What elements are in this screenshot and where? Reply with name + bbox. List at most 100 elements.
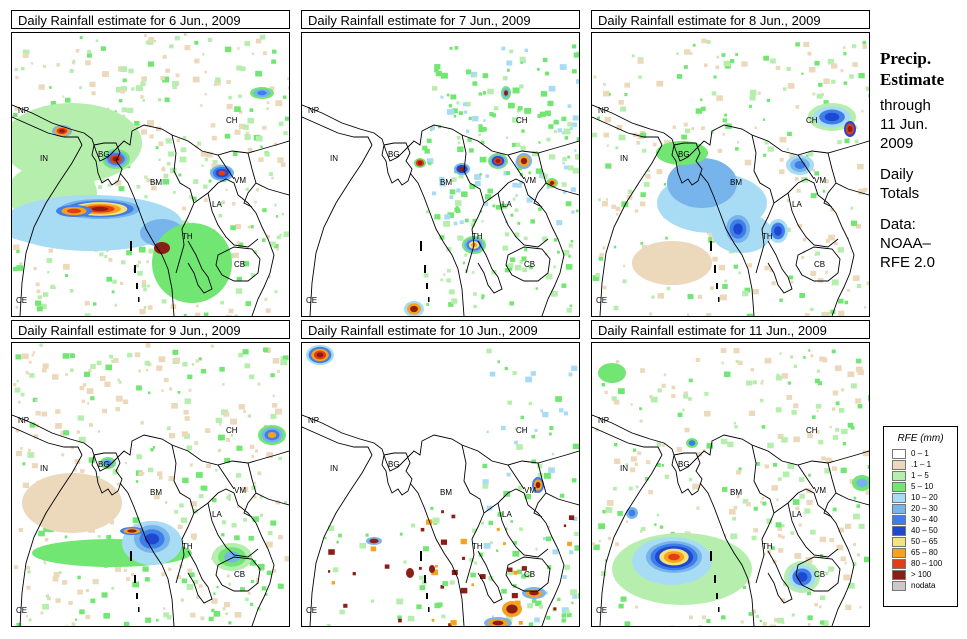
rain-pixel (114, 110, 117, 113)
rain-pixel (496, 549, 499, 552)
rain-pixel (197, 314, 200, 316)
rain-pixel (801, 255, 805, 259)
rain-pixel (701, 615, 707, 620)
rain-pixel (453, 221, 458, 226)
rain-pixel (410, 523, 416, 528)
rain-pixel (676, 447, 683, 452)
rain-pixel (804, 508, 811, 514)
rain-pixel (423, 546, 429, 552)
rain-pixel (282, 95, 287, 99)
rain-pixel (471, 583, 475, 587)
border-line (533, 492, 547, 518)
rain-pixel (22, 462, 26, 466)
rain-pixel (815, 251, 820, 256)
rain-pixel (186, 445, 193, 451)
rain-pixel (145, 343, 151, 348)
rain-pixel (744, 159, 752, 166)
rain-pixel (735, 359, 739, 363)
rain-pixel (448, 623, 452, 626)
rain-pixel (234, 129, 241, 135)
rain-pixel (456, 135, 461, 140)
rain-pixel (779, 158, 784, 162)
rain-pixel (525, 376, 533, 383)
rain-pixel (176, 138, 181, 143)
side-caption: Precip. Estimate through 11 Jun. 2009 Da… (880, 48, 965, 272)
rain-pixel (749, 89, 757, 96)
rain-pixel (198, 357, 202, 361)
rain-pixel (243, 517, 248, 522)
panel-title: Daily Rainfall estimate for 9 Jun., 2009 (11, 320, 290, 339)
rain-pixel (766, 518, 773, 524)
rain-pixel (793, 436, 800, 443)
rain-pixel (778, 548, 784, 553)
rain-pixel (601, 201, 608, 207)
rain-pixel (824, 179, 829, 184)
rain-pixel (90, 364, 96, 369)
rain-pixel (572, 594, 578, 599)
rain-pixel (474, 181, 481, 187)
border-line (217, 462, 289, 506)
rain-pixel (646, 460, 651, 465)
rain-pixel (467, 137, 472, 142)
rain-pixel (247, 117, 255, 124)
rain-pixel (55, 409, 61, 414)
rain-pixel (656, 80, 664, 87)
rain-pixel (613, 458, 621, 465)
rain-pixel (806, 499, 813, 506)
rain-pixel (545, 273, 553, 280)
rain-pixel (657, 388, 662, 393)
rain-pixel (838, 527, 844, 533)
rain-layer (306, 345, 579, 626)
rainfall-map: NP IN BG BM CH VM LA TH CB CE (591, 342, 870, 627)
rain-pixel (398, 618, 402, 623)
rain-pixel (576, 79, 579, 84)
rain-pixel (260, 513, 264, 517)
rain-pixel (835, 427, 840, 432)
rain-pixel (182, 477, 189, 484)
rain-pixel (121, 107, 128, 113)
rain-pixel (565, 201, 572, 207)
rain-pixel (634, 462, 639, 466)
rain-pixel (473, 292, 477, 296)
rain-pixel (856, 553, 861, 557)
rain-cell (429, 565, 435, 573)
rain-pixel (138, 246, 146, 253)
rain-cell (495, 159, 501, 163)
rain-pixel (184, 45, 191, 51)
rain-pixel (472, 528, 477, 533)
rain-pixel (326, 623, 331, 626)
rain-pixel (518, 620, 523, 625)
border-line (671, 142, 703, 186)
rain-pixel (544, 110, 551, 116)
rain-pixel (480, 140, 485, 145)
country-label-la: LA (502, 510, 512, 519)
rain-cell (316, 352, 324, 358)
rain-pixel (15, 75, 19, 80)
rain-pixel (208, 616, 214, 622)
rain-pixel (431, 618, 435, 622)
rain-pixel (109, 520, 115, 525)
rain-pixel (532, 598, 537, 604)
rain-pixel (194, 58, 200, 64)
rain-area (656, 141, 708, 165)
rain-pixel (775, 65, 781, 71)
rain-pixel (670, 625, 675, 626)
rain-pixel (856, 358, 862, 364)
rain-pixel (473, 304, 477, 309)
rain-pixel (795, 42, 800, 47)
rain-pixel (863, 556, 869, 563)
rain-pixel (105, 364, 113, 371)
rain-pixel (721, 361, 724, 365)
rain-pixel (628, 486, 633, 491)
rain-pixel (717, 148, 723, 153)
rain-pixel (324, 536, 327, 540)
rain-pixel (482, 91, 486, 95)
rain-pixel (613, 305, 619, 311)
rain-pixel (689, 615, 693, 620)
rain-pixel (569, 127, 573, 131)
rain-pixel (605, 507, 613, 513)
rain-pixel (548, 467, 555, 474)
rain-pixel (606, 500, 614, 506)
rain-pixel (242, 349, 249, 355)
rain-pixel (91, 91, 96, 96)
